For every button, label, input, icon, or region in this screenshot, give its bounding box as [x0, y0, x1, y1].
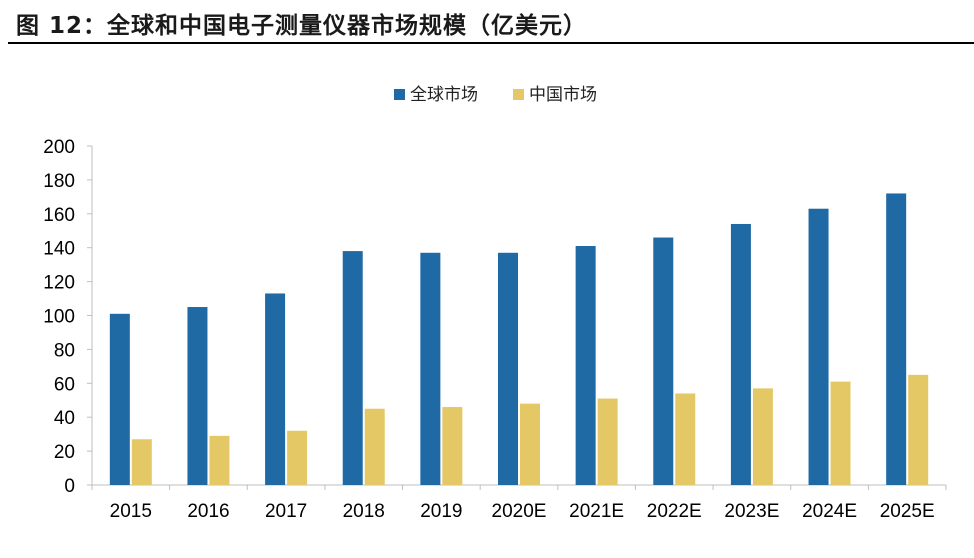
x-tick-label: 2018 — [343, 501, 385, 522]
bars — [109, 193, 929, 485]
y-axis: 0 20 40 60 80 100 120 140 160 180 200 — [43, 137, 93, 497]
bar-china-market — [209, 435, 230, 485]
bar-china-market — [364, 408, 385, 485]
bar-global-market — [265, 293, 286, 485]
bar-china-market — [287, 430, 308, 485]
bar-global-market — [420, 252, 441, 485]
x-tick-label: 2019 — [420, 501, 462, 522]
y-tick-label: 0 — [64, 476, 75, 497]
bar-global-market — [187, 307, 208, 485]
x-tick-label: 2025E — [880, 501, 935, 522]
y-tick-label: 40 — [54, 408, 75, 429]
bar-global-market — [730, 223, 751, 485]
y-tick-label: 120 — [43, 273, 75, 294]
y-tick-label: 200 — [43, 137, 75, 158]
bar-china-market — [752, 388, 773, 485]
x-tick-label: 2022E — [647, 501, 702, 522]
x-axis: 2015 2016 2017 2018 2019 2020E 2021E 2022E 2023E… — [91, 484, 947, 522]
legend-label-china: 中国市场 — [529, 85, 597, 105]
bar-global-market — [653, 237, 674, 485]
y-tick-label: 60 — [54, 374, 75, 395]
bar-china-market — [131, 439, 152, 485]
bar-global-market — [808, 208, 829, 485]
y-tick-label: 140 — [43, 239, 75, 260]
figure-header: 图 12：全球和中国电子测量仪器市场规模（亿美元） — [0, 0, 974, 44]
x-tick-label: 2017 — [265, 501, 307, 522]
legend-swatch-china — [513, 89, 524, 100]
x-tick-label: 2020E — [492, 501, 547, 522]
bar-global-market — [342, 251, 363, 485]
legend-swatch-global — [394, 89, 405, 100]
legend: 全球市场 中国市场 — [394, 85, 597, 105]
figure-title: 图 12：全球和中国电子测量仪器市场规模（亿美元） — [16, 13, 588, 39]
title-underline — [8, 42, 974, 44]
x-tick-label: 2021E — [569, 501, 624, 522]
x-tick-label: 2023E — [724, 501, 779, 522]
y-tick-label: 180 — [43, 171, 75, 192]
bar-global-market — [498, 252, 518, 485]
y-tick-label: 80 — [54, 340, 75, 361]
bar-china-market — [830, 381, 851, 485]
y-tick-label: 160 — [43, 205, 75, 226]
legend-label-global: 全球市场 — [410, 85, 478, 105]
y-tick-label: 100 — [43, 307, 75, 328]
bar-china-market — [908, 374, 929, 485]
bar-global-market — [886, 193, 907, 485]
x-tick-label: 2016 — [187, 501, 229, 522]
x-tick-label: 2015 — [110, 501, 152, 522]
bar-china-market — [675, 393, 696, 485]
bar-global-market — [575, 246, 596, 485]
bar-china-market — [520, 403, 540, 485]
bar-global-market — [109, 313, 130, 485]
y-tick-label: 20 — [54, 442, 75, 463]
bar-china-market — [442, 407, 463, 485]
bar-china-market — [597, 398, 618, 485]
x-tick-label: 2024E — [802, 501, 857, 522]
